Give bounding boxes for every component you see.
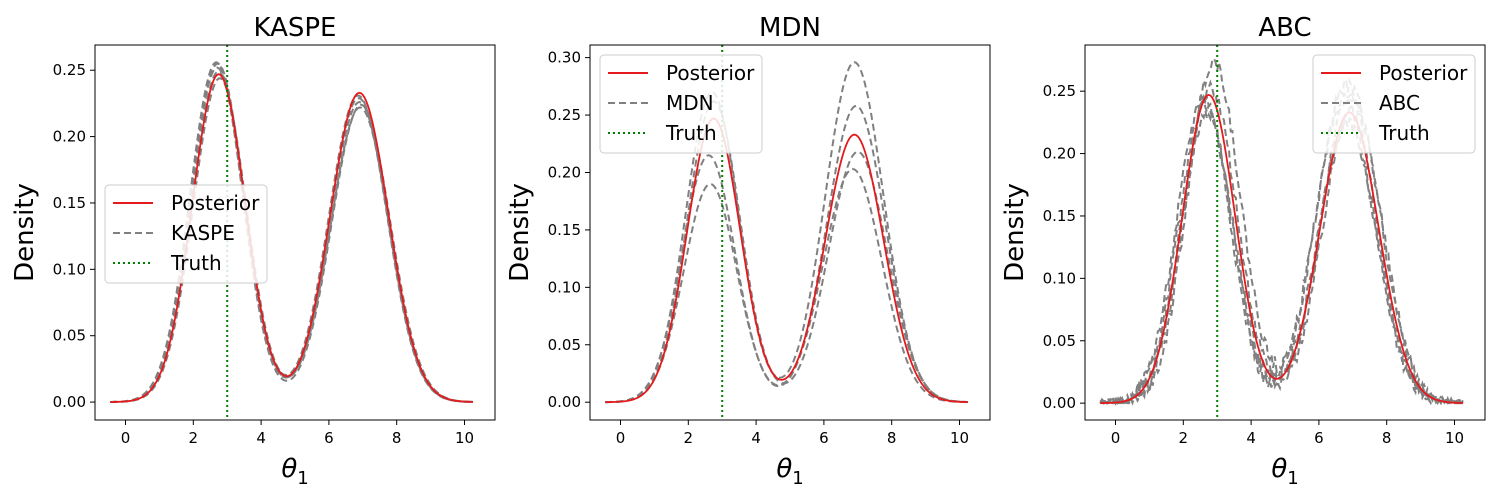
x-axis-label: θ1	[281, 454, 308, 489]
legend-box	[1312, 54, 1476, 154]
legend-estimate-label: ABC	[1379, 91, 1420, 115]
y-tick-label: 0.20	[53, 128, 86, 146]
x-tick-label: 2	[684, 429, 694, 447]
chart-title: MDN	[759, 13, 821, 43]
legend-truth-label: Truth	[665, 121, 717, 145]
x-tick-label: 8	[887, 429, 897, 447]
x-tick-label: 6	[1314, 429, 1324, 447]
estimate-curve	[110, 66, 473, 403]
y-tick-label: 0.10	[53, 260, 86, 278]
chart-title: KASPE	[254, 13, 337, 43]
y-tick-label: 0.05	[548, 336, 581, 354]
y-tick-label: 0.15	[53, 194, 86, 212]
legend: Posterior MDN Truth	[599, 54, 763, 154]
x-tick-label: 0	[616, 429, 626, 447]
estimate-curve	[110, 77, 473, 404]
x-tick-label: 10	[950, 429, 969, 447]
x-axis-label: θ1	[776, 454, 803, 489]
y-tick-label: 0.05	[1043, 332, 1076, 350]
legend-truth-label: Truth	[1378, 121, 1430, 145]
x-tick-label: 4	[1246, 429, 1256, 447]
legend-estimate-label: MDN	[666, 91, 714, 115]
x-tick-label: 4	[256, 429, 266, 447]
panel-kaspe: 0 2 4 6 8 10 0.00 0.05 0.10 0.15 0.20 0.25 KASPE Dens…	[10, 13, 496, 489]
y-tick-label: 0.20	[548, 163, 581, 181]
y-tick-label: 0.00	[1043, 394, 1076, 412]
y-tick-label: 0.05	[53, 327, 86, 345]
chart-title: ABC	[1258, 13, 1311, 43]
estimate-curve	[1100, 92, 1463, 406]
y-axis-label: Density	[10, 183, 40, 282]
legend-estimate-label: KASPE	[171, 221, 235, 245]
y-tick-label: 0.25	[548, 106, 581, 124]
y-axis-label: Density	[1000, 183, 1030, 282]
y-tick-label: 0.15	[1043, 207, 1076, 225]
panel-mdn: 0 2 4 6 8 10 0.00 0.05 0.10 0.15 0.20 0.25 0.30 MDN De…	[505, 13, 991, 489]
x-tick-label: 10	[1445, 429, 1464, 447]
legend-truth-label: Truth	[170, 251, 222, 275]
y-tick-label: 0.10	[1043, 269, 1076, 287]
legend-box	[104, 184, 268, 284]
x-tick-label: 8	[1382, 429, 1392, 447]
x-tick-label: 10	[455, 429, 474, 447]
y-tick-label: 0.00	[548, 393, 581, 411]
y-tick-label: 0.25	[1043, 82, 1076, 100]
y-tick-label: 0.10	[548, 278, 581, 296]
y-tick-label: 0.30	[548, 49, 581, 67]
x-tick-label: 0	[121, 429, 131, 447]
axes-frame	[94, 44, 496, 421]
legend-posterior-label: Posterior	[666, 61, 755, 85]
x-tick-label: 2	[1179, 429, 1189, 447]
legend-posterior-label: Posterior	[1379, 61, 1468, 85]
y-tick-label: 0.15	[548, 221, 581, 239]
plot-area	[110, 45, 473, 420]
y-tick-label: 0.00	[53, 393, 86, 411]
panel-abc: 0 2 4 6 8 10 0.00 0.05 0.10 0.15 0.20 0.25 ABC Densit…	[1000, 13, 1486, 489]
axes-frame	[589, 44, 991, 421]
x-axis-label: θ1	[1271, 454, 1298, 489]
plot-area	[1099, 45, 1464, 420]
plot-area	[605, 45, 968, 420]
posterior-curve	[605, 117, 968, 404]
x-tick-label: 4	[751, 429, 761, 447]
posterior-curve	[1100, 93, 1463, 404]
x-tick-label: 0	[1111, 429, 1121, 447]
posterior-curve	[110, 73, 473, 403]
x-tick-label: 8	[392, 429, 402, 447]
y-axis-label: Density	[505, 183, 535, 282]
x-tick-label: 6	[324, 429, 334, 447]
y-tick-label: 0.20	[1043, 145, 1076, 163]
x-tick-label: 6	[819, 429, 829, 447]
legend: Posterior ABC Truth	[1312, 54, 1476, 154]
estimate-curve	[110, 61, 473, 403]
legend: Posterior KASPE Truth	[104, 184, 268, 284]
y-tick-label: 0.25	[53, 61, 86, 79]
legend-box	[599, 54, 763, 154]
x-tick-label: 2	[189, 429, 199, 447]
axes-frame	[1084, 44, 1486, 421]
legend-posterior-label: Posterior	[171, 191, 260, 215]
